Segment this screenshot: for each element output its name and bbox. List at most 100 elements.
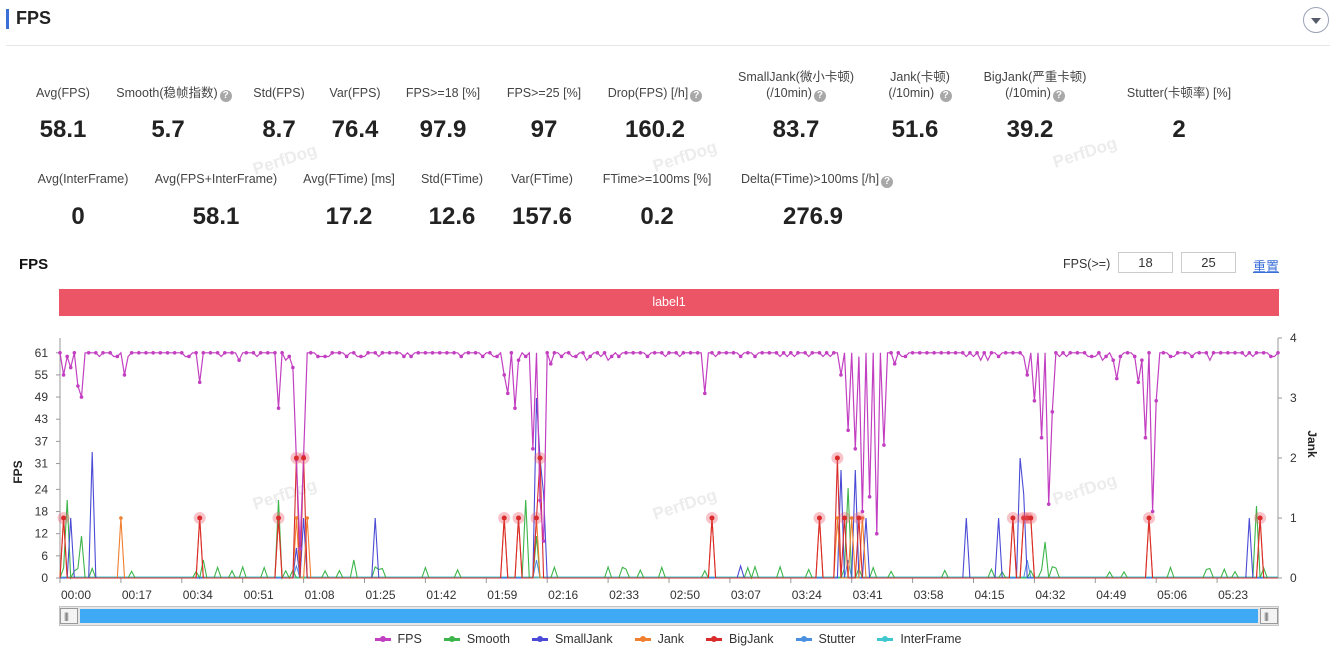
- fps-point: [1118, 354, 1123, 359]
- fps-point: [645, 354, 650, 359]
- fps-point: [101, 350, 105, 355]
- fps-point: [359, 354, 363, 359]
- help-icon[interactable]: ?: [881, 176, 894, 188]
- fps-point: [703, 391, 707, 396]
- fps-point: [394, 350, 399, 355]
- fps-point: [308, 350, 313, 355]
- fps-point: [273, 350, 277, 355]
- fps-point: [996, 354, 1001, 359]
- fps-point: [430, 350, 435, 355]
- fps-point: [710, 350, 714, 355]
- fps-point: [495, 354, 499, 359]
- y-tick-label: 18: [35, 505, 49, 519]
- bigjank-point: [276, 515, 282, 521]
- fps-point: [660, 350, 664, 355]
- fps-point: [208, 350, 213, 355]
- bigjank-point: [293, 455, 299, 461]
- help-icon[interactable]: ?: [939, 90, 952, 102]
- fps-point: [1140, 358, 1144, 362]
- fps-point: [1240, 350, 1244, 355]
- fps-point: [1082, 350, 1087, 355]
- y-tick-label: 24: [35, 482, 49, 496]
- label-band[interactable]: label1: [59, 289, 1279, 316]
- legend-item-fps[interactable]: FPS: [374, 632, 422, 646]
- fps-point: [61, 373, 66, 377]
- fps-point: [1161, 350, 1166, 355]
- fps-threshold-label: FPS(>=): [1063, 257, 1111, 271]
- metric-avg-interframe: Avg(InterFrame) 0: [37, 172, 129, 230]
- fps-point: [846, 428, 850, 433]
- fps-point: [280, 350, 284, 355]
- fps-point: [767, 350, 772, 355]
- jank-point: [294, 516, 299, 520]
- metric-stutter: Stutter(卡顿率) [%] 2: [1126, 86, 1232, 143]
- help-icon[interactable]: ?: [1052, 90, 1065, 102]
- legend-item-interframe[interactable]: InterFrame: [877, 632, 961, 646]
- legend-swatch-dot: [882, 636, 889, 643]
- fps-point: [953, 350, 958, 355]
- y2-tick-label: 2: [1290, 451, 1297, 465]
- fps-point: [68, 365, 73, 370]
- fps-point: [1197, 350, 1201, 355]
- fps-point: [746, 350, 750, 355]
- fps-point: [65, 354, 69, 359]
- fps-point: [1089, 354, 1094, 359]
- fps-point: [1204, 350, 1209, 355]
- fps-point: [402, 354, 406, 359]
- time-range-scroller[interactable]: [59, 606, 1279, 626]
- reset-link[interactable]: 重置: [1253, 259, 1280, 274]
- legend-swatch: [877, 636, 894, 643]
- legend-item-smalljank[interactable]: SmallJank: [531, 632, 613, 646]
- fps-point: [323, 354, 327, 359]
- fps-point: [180, 350, 184, 355]
- fps-point: [831, 350, 836, 355]
- help-icon[interactable]: ?: [690, 90, 703, 102]
- bigjank-point: [1024, 515, 1030, 521]
- metric-drop-fps: Drop(FPS) [/h]? 160.2: [598, 85, 712, 149]
- legend-item-bigjank[interactable]: BigJank: [706, 632, 774, 646]
- legend-item-stutter[interactable]: Stutter: [795, 632, 855, 646]
- bigjank-point: [856, 515, 862, 521]
- y-tick-label: 37: [35, 434, 49, 448]
- legend-item-jank[interactable]: Jank: [634, 632, 684, 646]
- series-stutter: [60, 559, 1278, 579]
- fps-point: [738, 354, 743, 359]
- collapse-chevron-icon[interactable]: [1303, 7, 1329, 33]
- fps-point: [1247, 350, 1252, 355]
- fps-point: [975, 350, 979, 355]
- fps-point: [939, 350, 944, 355]
- fps-point: [531, 446, 535, 451]
- fps-point: [409, 354, 413, 359]
- fps-point: [817, 350, 822, 355]
- scroller-selected-range[interactable]: [80, 609, 1258, 623]
- bigjank-point: [1146, 515, 1152, 521]
- fps-point: [1183, 350, 1187, 355]
- fps-point: [1104, 354, 1108, 359]
- scroller-right-handle[interactable]: [1260, 608, 1278, 624]
- fps-threshold-25-input[interactable]: [1181, 252, 1236, 273]
- fps-point: [445, 350, 449, 355]
- legend-item-smooth[interactable]: Smooth: [443, 632, 510, 646]
- fps-point: [258, 350, 263, 355]
- fps-point: [72, 350, 77, 355]
- fps-point: [172, 350, 177, 355]
- fps-threshold-18-input[interactable]: [1118, 252, 1173, 273]
- help-icon[interactable]: ?: [219, 90, 232, 102]
- fps-point: [488, 350, 492, 355]
- x-tick-label: 03:58: [914, 588, 944, 602]
- fps-point: [1261, 350, 1266, 355]
- fps-point: [215, 350, 220, 355]
- fps-point: [688, 350, 693, 355]
- help-icon[interactable]: ?: [813, 90, 826, 102]
- fps-point: [513, 406, 517, 410]
- scroller-left-handle[interactable]: [60, 608, 78, 624]
- metric-std-fps: Std(FPS) 8.7: [253, 86, 305, 143]
- bigjank-point: [709, 515, 715, 521]
- metric-avg-fps-interframe: Avg(FPS+InterFrame) 58.1: [154, 172, 278, 230]
- fps-point: [115, 354, 120, 359]
- fps-point: [617, 354, 621, 359]
- fps-point: [1150, 509, 1155, 514]
- fps-point: [197, 380, 202, 385]
- series-jank: [59, 517, 1278, 579]
